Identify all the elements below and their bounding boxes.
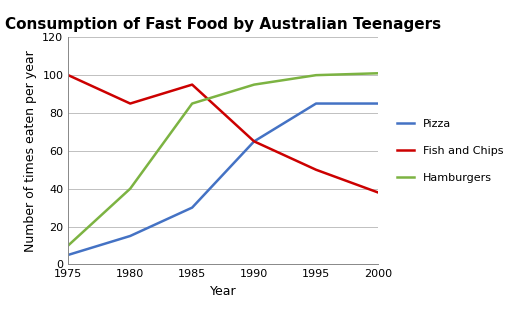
Fish and Chips — [375, 191, 381, 194]
Line: Fish and Chips: Fish and Chips — [68, 75, 378, 193]
Pizza — [127, 234, 133, 238]
Line: Pizza: Pizza — [68, 104, 378, 255]
Line: Hamburgers: Hamburgers — [68, 73, 378, 245]
Hamburgers — [313, 73, 319, 77]
Hamburgers — [375, 72, 381, 75]
Title: Consumption of Fast Food by Australian Teenagers: Consumption of Fast Food by Australian T… — [5, 17, 441, 32]
Pizza — [189, 206, 195, 210]
Hamburgers — [127, 187, 133, 191]
Pizza — [313, 102, 319, 105]
Pizza — [65, 253, 71, 257]
Fish and Chips — [251, 140, 257, 143]
Fish and Chips — [127, 102, 133, 105]
Hamburgers — [65, 244, 71, 247]
Pizza — [251, 140, 257, 143]
Fish and Chips — [189, 83, 195, 86]
X-axis label: Year: Year — [210, 285, 236, 298]
Legend: Pizza, Fish and Chips, Hamburgers: Pizza, Fish and Chips, Hamburgers — [393, 115, 508, 187]
Fish and Chips — [313, 168, 319, 172]
Y-axis label: Number of times eaten per year: Number of times eaten per year — [24, 50, 37, 252]
Fish and Chips — [65, 73, 71, 77]
Pizza — [375, 102, 381, 105]
Hamburgers — [189, 102, 195, 105]
Hamburgers — [251, 83, 257, 86]
